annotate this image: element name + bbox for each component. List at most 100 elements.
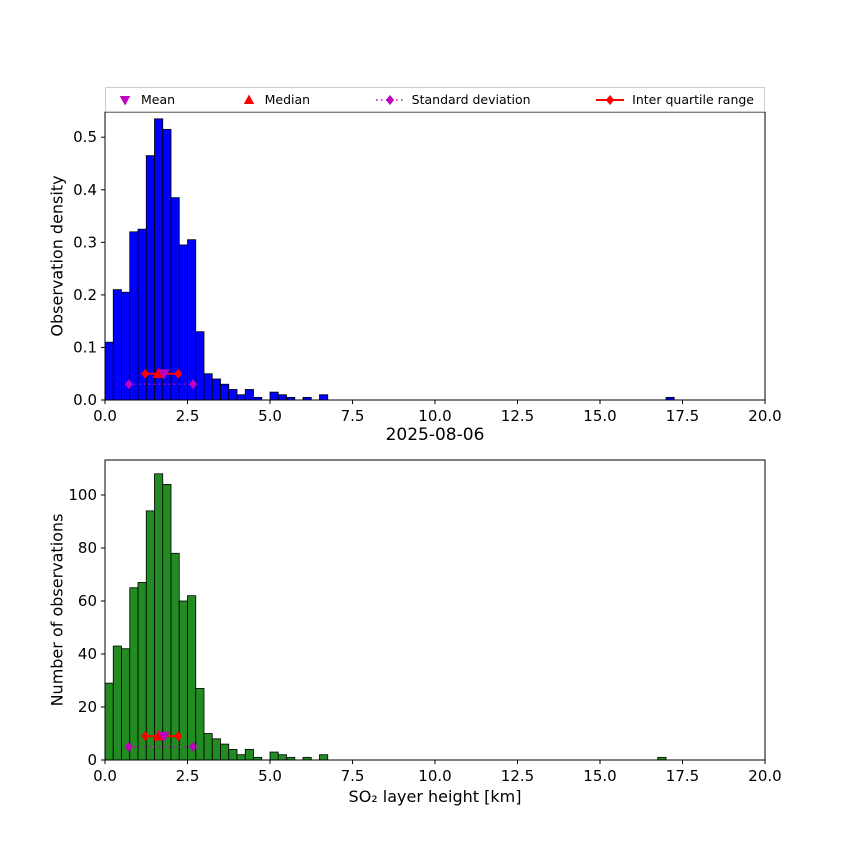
y-tick-label: 0.5 [73,128,97,146]
histogram-bar [269,391,279,401]
legend-diamond-marker [385,94,394,105]
histogram-bar [145,155,155,401]
y-tick-label: 0.0 [73,391,97,409]
std-dev-marker [124,741,133,752]
histogram-bar [211,738,221,761]
x-tick-label: 17.5 [666,407,699,425]
x-tick-label: 5.0 [258,407,282,425]
histogram-bar [203,373,213,401]
mean-marker [158,731,170,743]
mean-legend-marker [119,95,131,105]
y-tick-label: 40 [78,645,97,663]
histogram-bar [220,383,230,401]
legend-label-median: Median [264,92,311,107]
median-marker [152,730,165,741]
legend-item-mean: Mean [116,92,175,107]
histogram-bar [220,743,230,761]
histogram-bar [244,749,254,761]
histogram-bar [187,595,197,761]
iqr-marker [141,368,150,379]
y-tick-label: 20 [78,698,97,716]
std-dev-marker [189,741,198,752]
y-tick-label: 0.2 [73,286,97,304]
y-tick-label: 60 [78,592,97,610]
y-tick-label: 80 [78,539,97,557]
histogram-bar [203,733,213,761]
histogram-bar [195,688,205,761]
histogram-bar [269,751,279,761]
iqr-marker [174,731,183,742]
legend-diamond-marker [606,94,615,105]
histogram-bar [236,754,246,761]
histogram-bar [154,473,164,761]
y-tick-label: 0.3 [73,233,97,251]
diamond-dotted-line-icon [375,94,404,105]
triangle-up-icon [243,94,254,104]
x-tick-label: 0.0 [93,407,117,425]
x-tick-label: 2.5 [176,767,200,785]
histogram-bar [277,754,287,761]
std-dev-marker [124,379,133,390]
histogram-bar [129,587,139,761]
y-tick-label: 0.4 [73,181,97,199]
y-tick-label: 0 [87,751,97,769]
x-tick-label: 10.0 [418,407,451,425]
histogram-bar [277,394,287,401]
legend-item-inter-quartile-range: Inter quartile range [595,92,754,107]
histogram-bar [178,244,188,401]
legend: Mean Median Standard deviation Inter quarti… [105,87,765,112]
ylabel-number-of-observations: Number of observations [47,513,67,707]
y-tick-label: 100 [68,486,97,504]
bottom-plot: 0.0 2.5 5.0 7.5 10.0 12.5 15.0 17.5 20.0 0 20 40 60 8… [68,459,782,785]
ylabel-observation-density: Observation density [47,175,67,337]
x-tick-label: 10.0 [418,767,451,785]
histogram-bar [112,289,122,401]
histogram-bar [104,682,114,761]
histogram-bar [187,239,197,401]
histogram-bar [162,128,172,401]
diamond-solid-line-icon [596,94,625,105]
legend-item-standard-deviation: Standard deviation [375,92,531,107]
legend-label-mean: Mean [141,92,176,107]
x-tick-label: 20.0 [748,407,781,425]
median-marker [152,367,165,379]
histogram-bar [211,378,221,401]
x-tick-label: 7.5 [341,407,365,425]
median-legend-marker [243,94,254,104]
legend-label-standard-deviation: Standard deviation [411,92,531,107]
x-tick-label: 15.0 [583,767,616,785]
histogram-bar [104,341,114,401]
histogram-bar [236,394,246,401]
legend-item-median: Median [240,92,310,107]
histogram-bar [244,389,254,401]
histogram-bar [129,231,139,401]
histogram-bar [162,483,172,761]
chart-title: 2025-08-06 [385,425,485,445]
mean-marker [158,369,170,380]
y-tick-label: 0.1 [73,338,97,356]
iqr-marker [141,731,150,742]
std-dev-marker [189,379,198,390]
x-tick-label: 20.0 [748,767,781,785]
x-tick-label: 7.5 [341,767,365,785]
histogram-bar [154,118,164,401]
x-tick-label: 12.5 [501,407,534,425]
histogram-bar [228,389,238,401]
histogram-bar [112,645,122,761]
top-plot: 0.0 2.5 5.0 7.5 10.0 12.5 15.0 17.5 20.0 0.0 0.1 0.… [73,111,782,425]
legend-label-inter-quartile-range: Inter quartile range [632,92,754,107]
x-tick-label: 15.0 [583,407,616,425]
xlabel-so2-layer-height: SO₂ layer height [km] [348,787,522,806]
iqr-marker [174,368,183,379]
histogram-bar [319,754,329,761]
histogram-bar [195,331,205,401]
triangle-down-icon [119,95,131,105]
x-tick-label: 12.5 [501,767,534,785]
histogram-bar [228,749,238,761]
histogram-bar [319,394,329,401]
x-tick-label: 17.5 [666,767,699,785]
x-tick-label: 2.5 [176,407,200,425]
histogram-bar [170,552,180,761]
